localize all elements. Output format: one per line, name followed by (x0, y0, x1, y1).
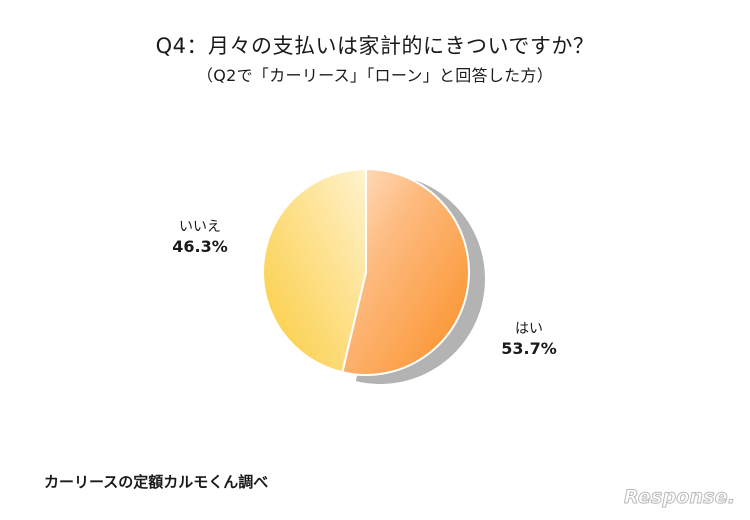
brand-logo: Response. (623, 486, 736, 509)
chart-subtitle: （Q2で「カーリース」「ローン」と回答した方） (196, 66, 554, 85)
source-note: カーリースの定額カルモくん調べ (44, 473, 269, 491)
slice-label-yes: はい 53.7% (494, 321, 564, 359)
chart-title: Q4：月々の支払いは家計的にきついですか？ (155, 34, 595, 58)
slice-label-no-value: 46.3% (172, 236, 228, 256)
slice-label-yes-name: はい (515, 321, 543, 337)
pie-slice-yes (341, 168, 470, 376)
slice-label-no-name: いいえ (179, 219, 221, 235)
pie-slice-no (262, 168, 367, 374)
slice-label-yes-value: 53.7% (501, 338, 557, 358)
slice-label-no: いいえ 46.3% (170, 219, 230, 257)
